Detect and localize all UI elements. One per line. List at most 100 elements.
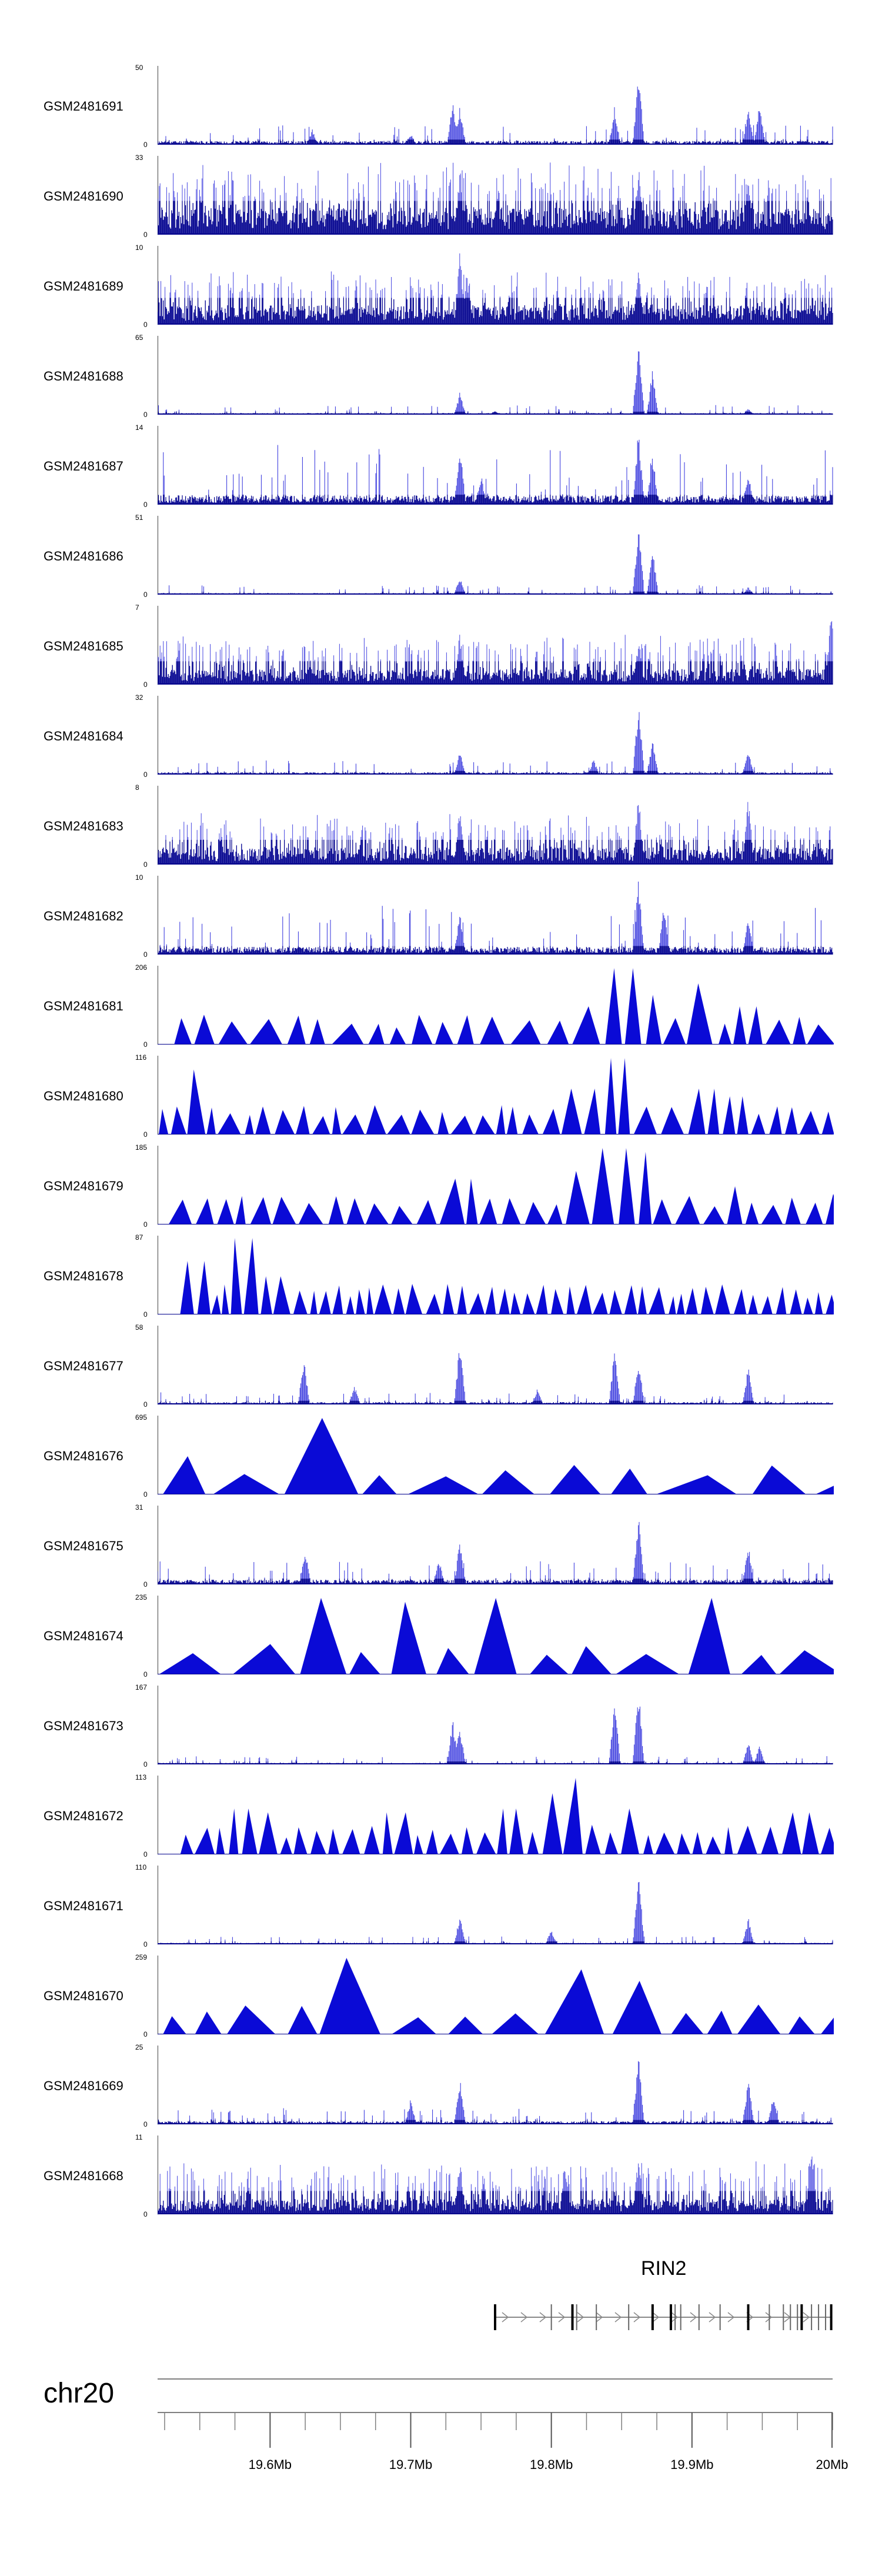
- strand-arrow: [671, 2312, 679, 2323]
- track-GSM2481681: GSM2481681 206 0: [0, 963, 882, 1049]
- track-min-label: 0: [143, 2120, 148, 2128]
- axis-tick-label: 19.9Mb: [670, 2457, 714, 2472]
- track-peak: [310, 1290, 318, 1314]
- gene-exon: [818, 2304, 820, 2330]
- track-peak: [788, 2016, 815, 2034]
- track-peak: [474, 1598, 517, 1674]
- track-label: GSM2481686: [44, 549, 123, 563]
- track-peak: [416, 1200, 437, 1224]
- track-peak: [229, 1808, 239, 1854]
- strand-arrow: [803, 2312, 810, 2323]
- track-peak: [785, 1197, 801, 1224]
- track-peak: [576, 1284, 592, 1314]
- track-plot: [158, 876, 833, 955]
- track-peak: [180, 1834, 193, 1854]
- track-plot: [158, 1506, 833, 1585]
- gene-exon: [719, 2304, 721, 2330]
- track-min-label: 0: [143, 1310, 148, 1319]
- track-max-label: 7: [135, 603, 139, 612]
- track-label: GSM2481669: [44, 2078, 123, 2093]
- track-peak: [529, 1654, 569, 1674]
- track-peak: [618, 1058, 630, 1134]
- track-signal-base: [158, 495, 833, 505]
- track-peak: [621, 1808, 639, 1854]
- track-peak: [820, 1827, 834, 1854]
- track-max-label: 33: [135, 154, 143, 162]
- track-peak: [751, 1113, 766, 1134]
- track-label: GSM2481676: [44, 1449, 123, 1463]
- strand-arrow: [520, 2312, 528, 2323]
- track-peak: [779, 1650, 834, 1674]
- track-peak: [718, 1023, 731, 1045]
- track-peak: [364, 1826, 380, 1854]
- track-peak: [527, 1831, 539, 1854]
- track-peak: [230, 1238, 242, 1314]
- track-peak: [544, 1969, 604, 2034]
- track-peak: [677, 1833, 691, 1854]
- track-peak: [661, 1107, 684, 1134]
- track-peak: [781, 1812, 801, 1854]
- track-min-label: 0: [143, 860, 148, 869]
- track-signal: [158, 712, 833, 775]
- track-plot: [158, 1866, 833, 1945]
- track-label: GSM2481675: [44, 1539, 123, 1553]
- track-peak: [242, 1808, 258, 1854]
- track-peak: [761, 1827, 779, 1854]
- track-max-label: 25: [135, 2043, 143, 2051]
- track-signal: [158, 1882, 833, 1944]
- track-peak: [524, 1202, 546, 1224]
- track-peak: [826, 1294, 834, 1314]
- track-GSM2481682: GSM2481682 10 0: [0, 873, 882, 959]
- track-peak: [435, 1022, 454, 1045]
- track-peak: [802, 1812, 819, 1854]
- track-plot: [158, 1776, 834, 1855]
- gene-exon: [680, 2304, 681, 2330]
- track-peak: [692, 1831, 703, 1854]
- track-peak: [293, 1290, 308, 1314]
- strand-arrow: [709, 2312, 716, 2323]
- track-GSM2481676: GSM2481676 695 0: [0, 1413, 882, 1499]
- gene-exon: [830, 2304, 833, 2330]
- track-peak: [475, 1115, 495, 1134]
- track-max-label: 10: [135, 243, 143, 252]
- strand-arrow: [652, 2312, 660, 2323]
- track-peak: [310, 1831, 326, 1854]
- track-label: GSM2481674: [44, 1629, 123, 1643]
- track-GSM2481671: GSM2481671 110 0: [0, 1863, 882, 1948]
- gene-exon: [811, 2304, 813, 2330]
- track-min-label: 0: [143, 1760, 148, 1769]
- track-GSM2481668: GSM2481668 11 0: [0, 2133, 882, 2218]
- track-peak: [510, 1292, 521, 1314]
- track-peak: [287, 1015, 306, 1045]
- track-plot: [158, 1146, 834, 1225]
- track-peak: [706, 1836, 721, 1854]
- track-max-label: 110: [135, 1863, 147, 1871]
- track-peak: [187, 1069, 206, 1134]
- track-peak: [612, 1981, 662, 2034]
- track-label: GSM2481671: [44, 1898, 123, 1913]
- track-peak: [784, 1107, 798, 1134]
- track-peak: [561, 1089, 582, 1134]
- track-peak: [194, 1015, 215, 1045]
- track-max-label: 8: [135, 783, 139, 792]
- track-peak: [542, 1109, 560, 1134]
- track-peak: [825, 1194, 834, 1224]
- track-peak: [226, 2005, 276, 2034]
- track-min-label: 0: [143, 1670, 148, 1679]
- track-peak: [211, 1294, 221, 1314]
- track-peak: [222, 1284, 229, 1314]
- track-peak: [411, 1015, 433, 1045]
- track-label: GSM2481673: [44, 1719, 123, 1733]
- track-peak: [724, 1827, 733, 1854]
- track-plot: [158, 336, 833, 415]
- track-plot: [158, 1326, 833, 1405]
- track-GSM2481674: GSM2481674 235 0: [0, 1593, 882, 1679]
- track-peak: [566, 1171, 590, 1224]
- track-peak: [499, 1288, 510, 1314]
- track-peak: [275, 1110, 295, 1134]
- track-peak: [346, 1296, 355, 1314]
- track-peak: [163, 2016, 186, 2034]
- track-min-label: 0: [143, 231, 148, 239]
- track-peak: [479, 1198, 497, 1224]
- track-peak: [686, 983, 713, 1045]
